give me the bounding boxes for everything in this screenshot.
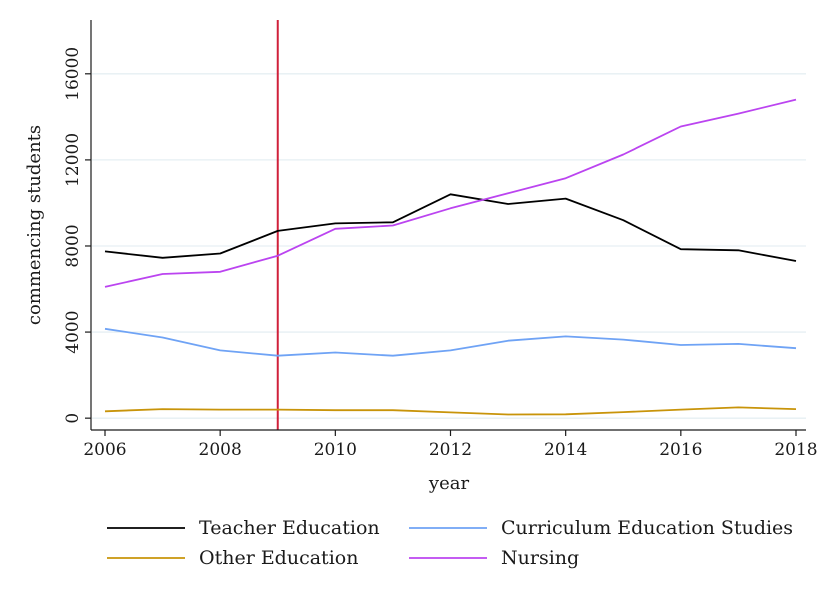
x-tick-labels: 2006 2008 2010 2012 2014 2016 2018 bbox=[83, 440, 817, 460]
legend: Teacher Education Curriculum Education St… bbox=[107, 517, 793, 569]
y-tick-label: 0 bbox=[63, 413, 83, 424]
x-tick-label: 2016 bbox=[659, 440, 702, 460]
y-tick-labels: 0 4000 8000 12000 16000 bbox=[63, 47, 83, 424]
x-tick-label: 2006 bbox=[83, 440, 126, 460]
series-line-other-education bbox=[104, 406, 797, 416]
gridlines bbox=[92, 73, 806, 419]
legend-item-other-education: Other Education bbox=[107, 547, 358, 569]
legend-item-teacher-education: Teacher Education bbox=[107, 517, 380, 539]
x-tick-label: 2008 bbox=[199, 440, 242, 460]
x-tick-label: 2010 bbox=[314, 440, 357, 460]
series-lines bbox=[104, 98, 797, 416]
axes bbox=[85, 20, 806, 436]
x-tick-label: 2014 bbox=[544, 440, 587, 460]
legend-label: Other Education bbox=[199, 547, 358, 569]
x-tick-label: 2012 bbox=[429, 440, 472, 460]
series-line-curriculum-education-studies bbox=[104, 327, 797, 357]
series-line-teacher-education bbox=[104, 193, 797, 262]
y-tick-label: 16000 bbox=[63, 47, 83, 101]
legend-item-nursing: Nursing bbox=[409, 547, 579, 569]
y-tick-label: 8000 bbox=[63, 224, 83, 267]
x-tick-label: 2018 bbox=[774, 440, 817, 460]
y-tick-label: 4000 bbox=[63, 310, 83, 353]
y-axis-title: commencing students bbox=[24, 125, 45, 325]
x-axis-title: year bbox=[428, 473, 470, 494]
legend-label: Nursing bbox=[501, 547, 579, 569]
y-tick-label: 12000 bbox=[63, 133, 83, 187]
legend-item-curriculum-education-studies: Curriculum Education Studies bbox=[409, 517, 793, 539]
legend-label: Curriculum Education Studies bbox=[501, 517, 793, 539]
series-line-nursing bbox=[104, 98, 797, 288]
legend-label: Teacher Education bbox=[199, 517, 380, 539]
